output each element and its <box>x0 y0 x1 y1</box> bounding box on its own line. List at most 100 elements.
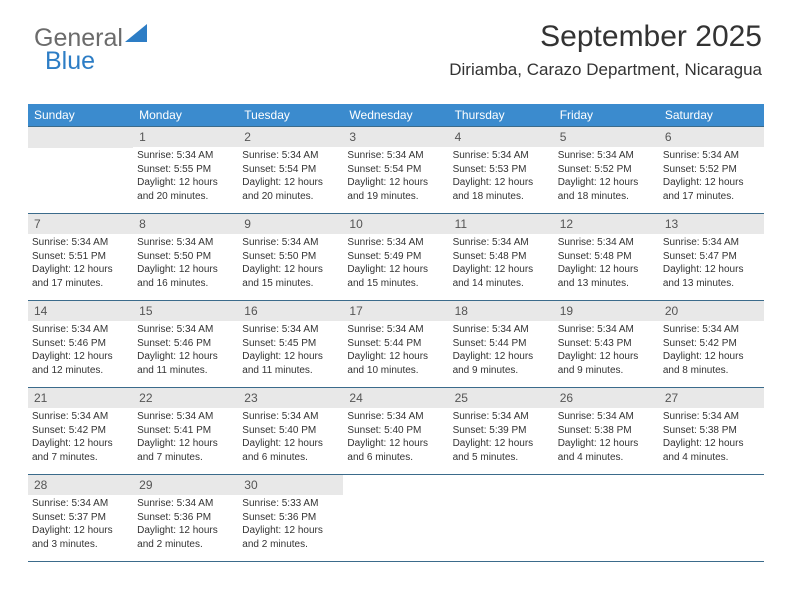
day-ss: Sunset: 5:51 PM <box>32 250 129 264</box>
day-sr: Sunrise: 5:34 AM <box>558 236 655 250</box>
day-sr: Sunrise: 5:34 AM <box>242 410 339 424</box>
day-d2: and 13 minutes. <box>558 277 655 291</box>
day-d1: Daylight: 12 hours <box>347 263 444 277</box>
day-ss: Sunset: 5:38 PM <box>558 424 655 438</box>
day-d2: and 9 minutes. <box>453 364 550 378</box>
day-number: 5 <box>554 127 659 147</box>
day-d1: Daylight: 12 hours <box>453 176 550 190</box>
dayhead-saturday: Saturday <box>659 104 764 126</box>
day-cell: 16Sunrise: 5:34 AMSunset: 5:45 PMDayligh… <box>238 301 343 387</box>
day-number: 17 <box>343 301 448 321</box>
day-cell: 28Sunrise: 5:34 AMSunset: 5:37 PMDayligh… <box>28 475 133 561</box>
day-data: Sunrise: 5:34 AMSunset: 5:38 PMDaylight:… <box>659 408 764 468</box>
week-row: 21Sunrise: 5:34 AMSunset: 5:42 PMDayligh… <box>28 387 764 474</box>
day-d1: Daylight: 12 hours <box>32 350 129 364</box>
day-d1: Daylight: 12 hours <box>32 524 129 538</box>
location: Diriamba, Carazo Department, Nicaragua <box>449 60 762 80</box>
day-sr: Sunrise: 5:34 AM <box>137 323 234 337</box>
day-d2: and 18 minutes. <box>453 190 550 204</box>
day-d1: Daylight: 12 hours <box>137 437 234 451</box>
day-ss: Sunset: 5:42 PM <box>663 337 760 351</box>
day-sr: Sunrise: 5:34 AM <box>453 149 550 163</box>
day-number: 7 <box>28 214 133 234</box>
month-title: September 2025 <box>449 20 762 54</box>
day-data: Sunrise: 5:34 AMSunset: 5:55 PMDaylight:… <box>133 147 238 207</box>
day-d2: and 12 minutes. <box>32 364 129 378</box>
day-cell: 8Sunrise: 5:34 AMSunset: 5:50 PMDaylight… <box>133 214 238 300</box>
day-ss: Sunset: 5:40 PM <box>347 424 444 438</box>
day-cell: 11Sunrise: 5:34 AMSunset: 5:48 PMDayligh… <box>449 214 554 300</box>
day-ss: Sunset: 5:41 PM <box>137 424 234 438</box>
day-ss: Sunset: 5:47 PM <box>663 250 760 264</box>
day-sr: Sunrise: 5:34 AM <box>242 323 339 337</box>
day-sr: Sunrise: 5:34 AM <box>558 410 655 424</box>
day-d2: and 15 minutes. <box>347 277 444 291</box>
day-cell: 21Sunrise: 5:34 AMSunset: 5:42 PMDayligh… <box>28 388 133 474</box>
dayhead-wednesday: Wednesday <box>343 104 448 126</box>
day-cell: 9Sunrise: 5:34 AMSunset: 5:50 PMDaylight… <box>238 214 343 300</box>
day-d2: and 16 minutes. <box>137 277 234 291</box>
day-data: Sunrise: 5:34 AMSunset: 5:52 PMDaylight:… <box>554 147 659 207</box>
day-d1: Daylight: 12 hours <box>558 350 655 364</box>
day-d2: and 19 minutes. <box>347 190 444 204</box>
day-number: 9 <box>238 214 343 234</box>
day-data: Sunrise: 5:34 AMSunset: 5:50 PMDaylight:… <box>133 234 238 294</box>
day-d2: and 6 minutes. <box>242 451 339 465</box>
day-data: Sunrise: 5:33 AMSunset: 5:36 PMDaylight:… <box>238 495 343 555</box>
day-d2: and 10 minutes. <box>347 364 444 378</box>
day-d1: Daylight: 12 hours <box>558 263 655 277</box>
header: September 2025 Diriamba, Carazo Departme… <box>449 20 762 80</box>
day-cell <box>554 475 659 561</box>
day-sr: Sunrise: 5:34 AM <box>137 410 234 424</box>
day-sr: Sunrise: 5:34 AM <box>663 323 760 337</box>
day-number: 4 <box>449 127 554 147</box>
day-data: Sunrise: 5:34 AMSunset: 5:54 PMDaylight:… <box>343 147 448 207</box>
day-sr: Sunrise: 5:34 AM <box>453 410 550 424</box>
day-cell: 4Sunrise: 5:34 AMSunset: 5:53 PMDaylight… <box>449 127 554 213</box>
day-d1: Daylight: 12 hours <box>242 350 339 364</box>
day-cell <box>449 475 554 561</box>
day-cell: 24Sunrise: 5:34 AMSunset: 5:40 PMDayligh… <box>343 388 448 474</box>
day-d2: and 13 minutes. <box>663 277 760 291</box>
day-ss: Sunset: 5:48 PM <box>453 250 550 264</box>
day-cell: 10Sunrise: 5:34 AMSunset: 5:49 PMDayligh… <box>343 214 448 300</box>
dayhead-row: Sunday Monday Tuesday Wednesday Thursday… <box>28 104 764 126</box>
day-data: Sunrise: 5:34 AMSunset: 5:39 PMDaylight:… <box>449 408 554 468</box>
day-sr: Sunrise: 5:34 AM <box>347 323 444 337</box>
day-sr: Sunrise: 5:34 AM <box>242 236 339 250</box>
day-ss: Sunset: 5:50 PM <box>137 250 234 264</box>
day-number: 2 <box>238 127 343 147</box>
day-data: Sunrise: 5:34 AMSunset: 5:43 PMDaylight:… <box>554 321 659 381</box>
day-sr: Sunrise: 5:34 AM <box>663 149 760 163</box>
day-data: Sunrise: 5:34 AMSunset: 5:40 PMDaylight:… <box>343 408 448 468</box>
day-number: 20 <box>659 301 764 321</box>
day-d2: and 17 minutes. <box>663 190 760 204</box>
day-cell: 19Sunrise: 5:34 AMSunset: 5:43 PMDayligh… <box>554 301 659 387</box>
day-cell: 25Sunrise: 5:34 AMSunset: 5:39 PMDayligh… <box>449 388 554 474</box>
day-cell: 12Sunrise: 5:34 AMSunset: 5:48 PMDayligh… <box>554 214 659 300</box>
day-sr: Sunrise: 5:34 AM <box>137 497 234 511</box>
day-d1: Daylight: 12 hours <box>663 350 760 364</box>
day-d1: Daylight: 12 hours <box>32 263 129 277</box>
day-data: Sunrise: 5:34 AMSunset: 5:48 PMDaylight:… <box>449 234 554 294</box>
day-ss: Sunset: 5:54 PM <box>347 163 444 177</box>
dayhead-thursday: Thursday <box>449 104 554 126</box>
day-ss: Sunset: 5:54 PM <box>242 163 339 177</box>
day-cell: 23Sunrise: 5:34 AMSunset: 5:40 PMDayligh… <box>238 388 343 474</box>
day-sr: Sunrise: 5:34 AM <box>558 149 655 163</box>
day-number: 16 <box>238 301 343 321</box>
day-data: Sunrise: 5:34 AMSunset: 5:42 PMDaylight:… <box>659 321 764 381</box>
day-number: 14 <box>28 301 133 321</box>
day-data: Sunrise: 5:34 AMSunset: 5:54 PMDaylight:… <box>238 147 343 207</box>
day-sr: Sunrise: 5:34 AM <box>347 410 444 424</box>
day-data: Sunrise: 5:34 AMSunset: 5:52 PMDaylight:… <box>659 147 764 207</box>
day-sr: Sunrise: 5:34 AM <box>663 410 760 424</box>
day-cell: 22Sunrise: 5:34 AMSunset: 5:41 PMDayligh… <box>133 388 238 474</box>
week-row: 7Sunrise: 5:34 AMSunset: 5:51 PMDaylight… <box>28 213 764 300</box>
day-d2: and 15 minutes. <box>242 277 339 291</box>
day-ss: Sunset: 5:44 PM <box>347 337 444 351</box>
day-number: 28 <box>28 475 133 495</box>
day-number: 15 <box>133 301 238 321</box>
day-d2: and 14 minutes. <box>453 277 550 291</box>
day-ss: Sunset: 5:55 PM <box>137 163 234 177</box>
